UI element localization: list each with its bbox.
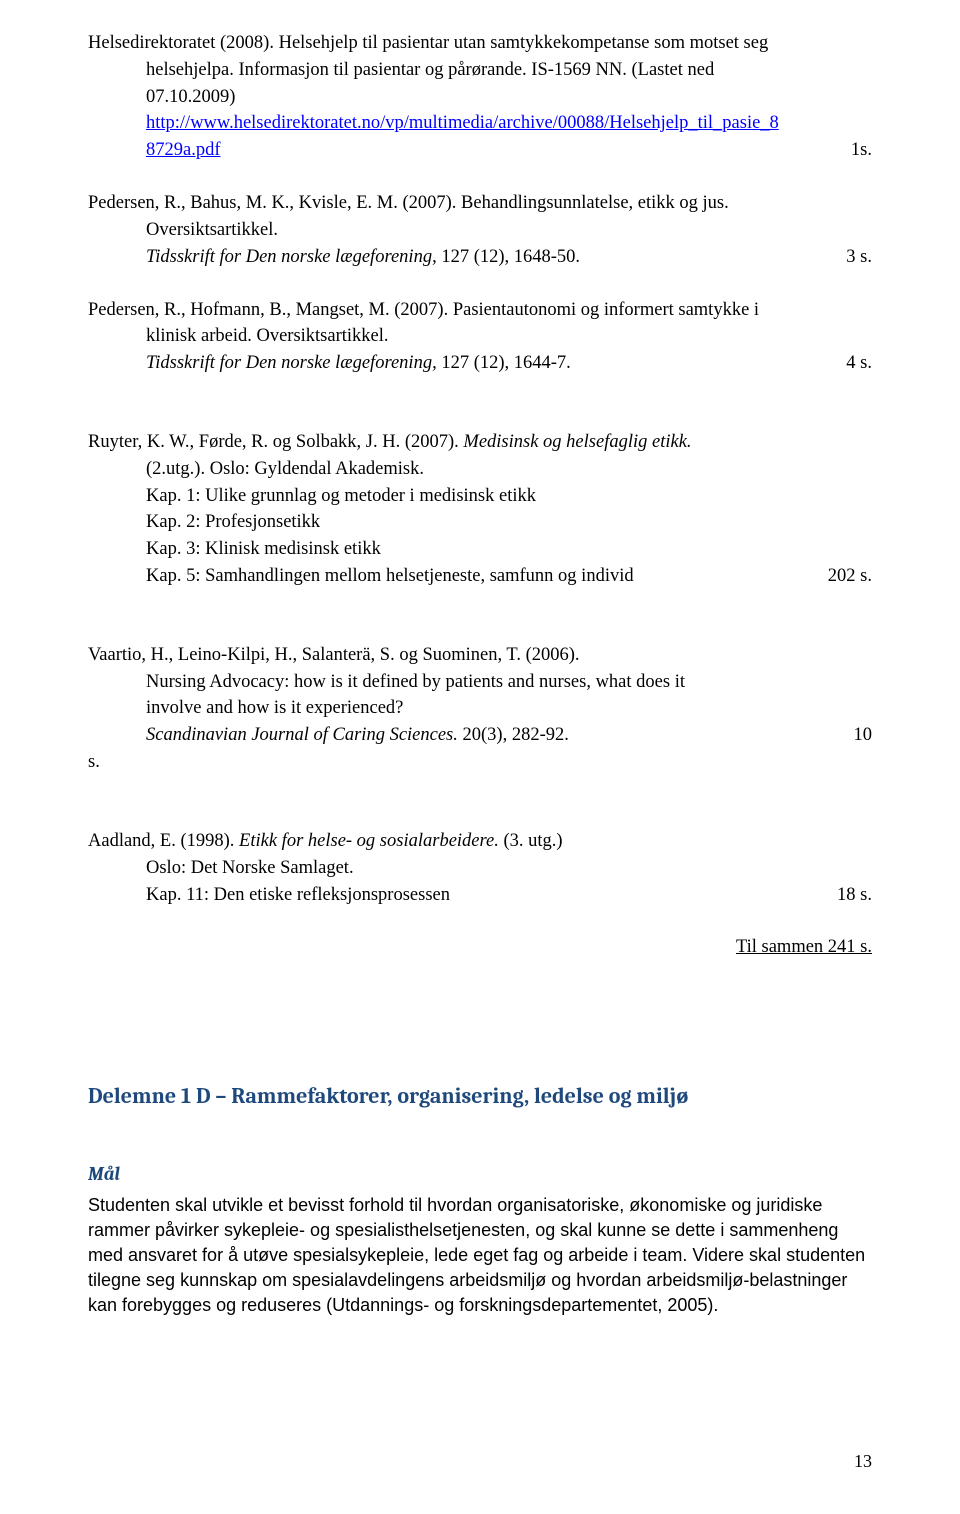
- journal-title: Tidsskrift for Den norske lægeforening,: [146, 353, 437, 373]
- ref-text: 07.10.2009): [88, 84, 872, 111]
- ref-text: (2.utg.). Oslo: Gyldendal Akademisk.: [88, 456, 872, 483]
- ref-text: Oversiktsartikkel.: [88, 217, 872, 244]
- ref-text: involve and how is it experienced?: [88, 695, 872, 722]
- page-count: 1s.: [831, 137, 872, 164]
- page-number: 13: [854, 1448, 872, 1474]
- ref-text: Pedersen, R., Bahus, M. K., Kvisle, E. M…: [88, 190, 872, 217]
- mal-subheading: Mål: [88, 1161, 872, 1189]
- book-title: Medisinsk og helsefaglig etikk.: [463, 432, 691, 452]
- chapter-line: Kap. 1: Ulike grunnlag og metoder i medi…: [88, 483, 872, 510]
- ref-text: helsehjelpa. Informasjon til pasientar o…: [88, 57, 872, 84]
- reference-entry: Pedersen, R., Bahus, M. K., Kvisle, E. M…: [88, 190, 872, 270]
- ref-text: Nursing Advocacy: how is it defined by p…: [88, 669, 872, 696]
- journal-title: Tidsskrift for Den norske lægeforening,: [146, 247, 437, 267]
- section-heading: Delemne 1 D – Rammefaktorer, organiserin…: [88, 1081, 872, 1113]
- ref-text: Helsedirektoratet (2008). Helsehjelp til…: [88, 30, 872, 57]
- journal-title: Scandinavian Journal of Caring Sciences.: [146, 725, 458, 745]
- reference-link[interactable]: http://www.helsedirektoratet.no/vp/multi…: [146, 113, 779, 133]
- ref-text: Ruyter, K. W., Førde, R. og Solbakk, J. …: [88, 432, 463, 452]
- ref-text: Aadland, E. (1998). Etikk for helse- og …: [88, 828, 872, 855]
- chapter-line: Kap. 5: Samhandlingen mellom helsetjenes…: [146, 563, 808, 590]
- page-count: 4 s.: [826, 350, 872, 377]
- page-suffix: s.: [88, 749, 872, 776]
- reference-entry: Vaartio, H., Leino-Kilpi, H., Salanterä,…: [88, 642, 872, 776]
- ref-text: klinisk arbeid. Oversiktsartikkel.: [88, 323, 872, 350]
- ref-text: Oslo: Det Norske Samlaget.: [88, 855, 872, 882]
- reference-entry: Pedersen, R., Hofmann, B., Mangset, M. (…: [88, 297, 872, 377]
- chapter-line: Kap. 2: Profesjonsetikk: [88, 509, 872, 536]
- ref-text: Vaartio, H., Leino-Kilpi, H., Salanterä,…: [88, 642, 872, 669]
- mal-body-text: Studenten skal utvikle et bevisst forhol…: [88, 1193, 872, 1319]
- page-count: 18 s.: [817, 882, 872, 909]
- ref-text: Pedersen, R., Hofmann, B., Mangset, M. (…: [88, 297, 872, 324]
- chapter-line: Kap. 3: Klinisk medisinsk etikk: [88, 536, 872, 563]
- page-count: 10: [834, 722, 873, 749]
- ref-details: 127 (12), 1644-7.: [437, 353, 571, 373]
- ref-text: Aadland, E. (1998).: [88, 831, 239, 851]
- ref-details: 127 (12), 1648-50.: [437, 247, 580, 267]
- ref-details: 20(3), 282-92.: [458, 725, 569, 745]
- reference-entry: Ruyter, K. W., Førde, R. og Solbakk, J. …: [88, 429, 872, 590]
- reference-link[interactable]: 8729a.pdf: [146, 140, 221, 160]
- ref-text: Ruyter, K. W., Førde, R. og Solbakk, J. …: [88, 429, 872, 456]
- edition-text: (3. utg.): [499, 831, 563, 851]
- chapter-line: Kap. 11: Den etiske refleksjonsprosessen: [146, 882, 817, 909]
- page-count: 202 s.: [808, 563, 872, 590]
- reference-entry: Helsedirektoratet (2008). Helsehjelp til…: [88, 30, 872, 164]
- reference-entry: Aadland, E. (1998). Etikk for helse- og …: [88, 828, 872, 908]
- page-count: 3 s.: [826, 244, 872, 271]
- total-pages: Til sammen 241 s.: [88, 934, 872, 961]
- book-title: Etikk for helse- og sosialarbeidere.: [239, 831, 499, 851]
